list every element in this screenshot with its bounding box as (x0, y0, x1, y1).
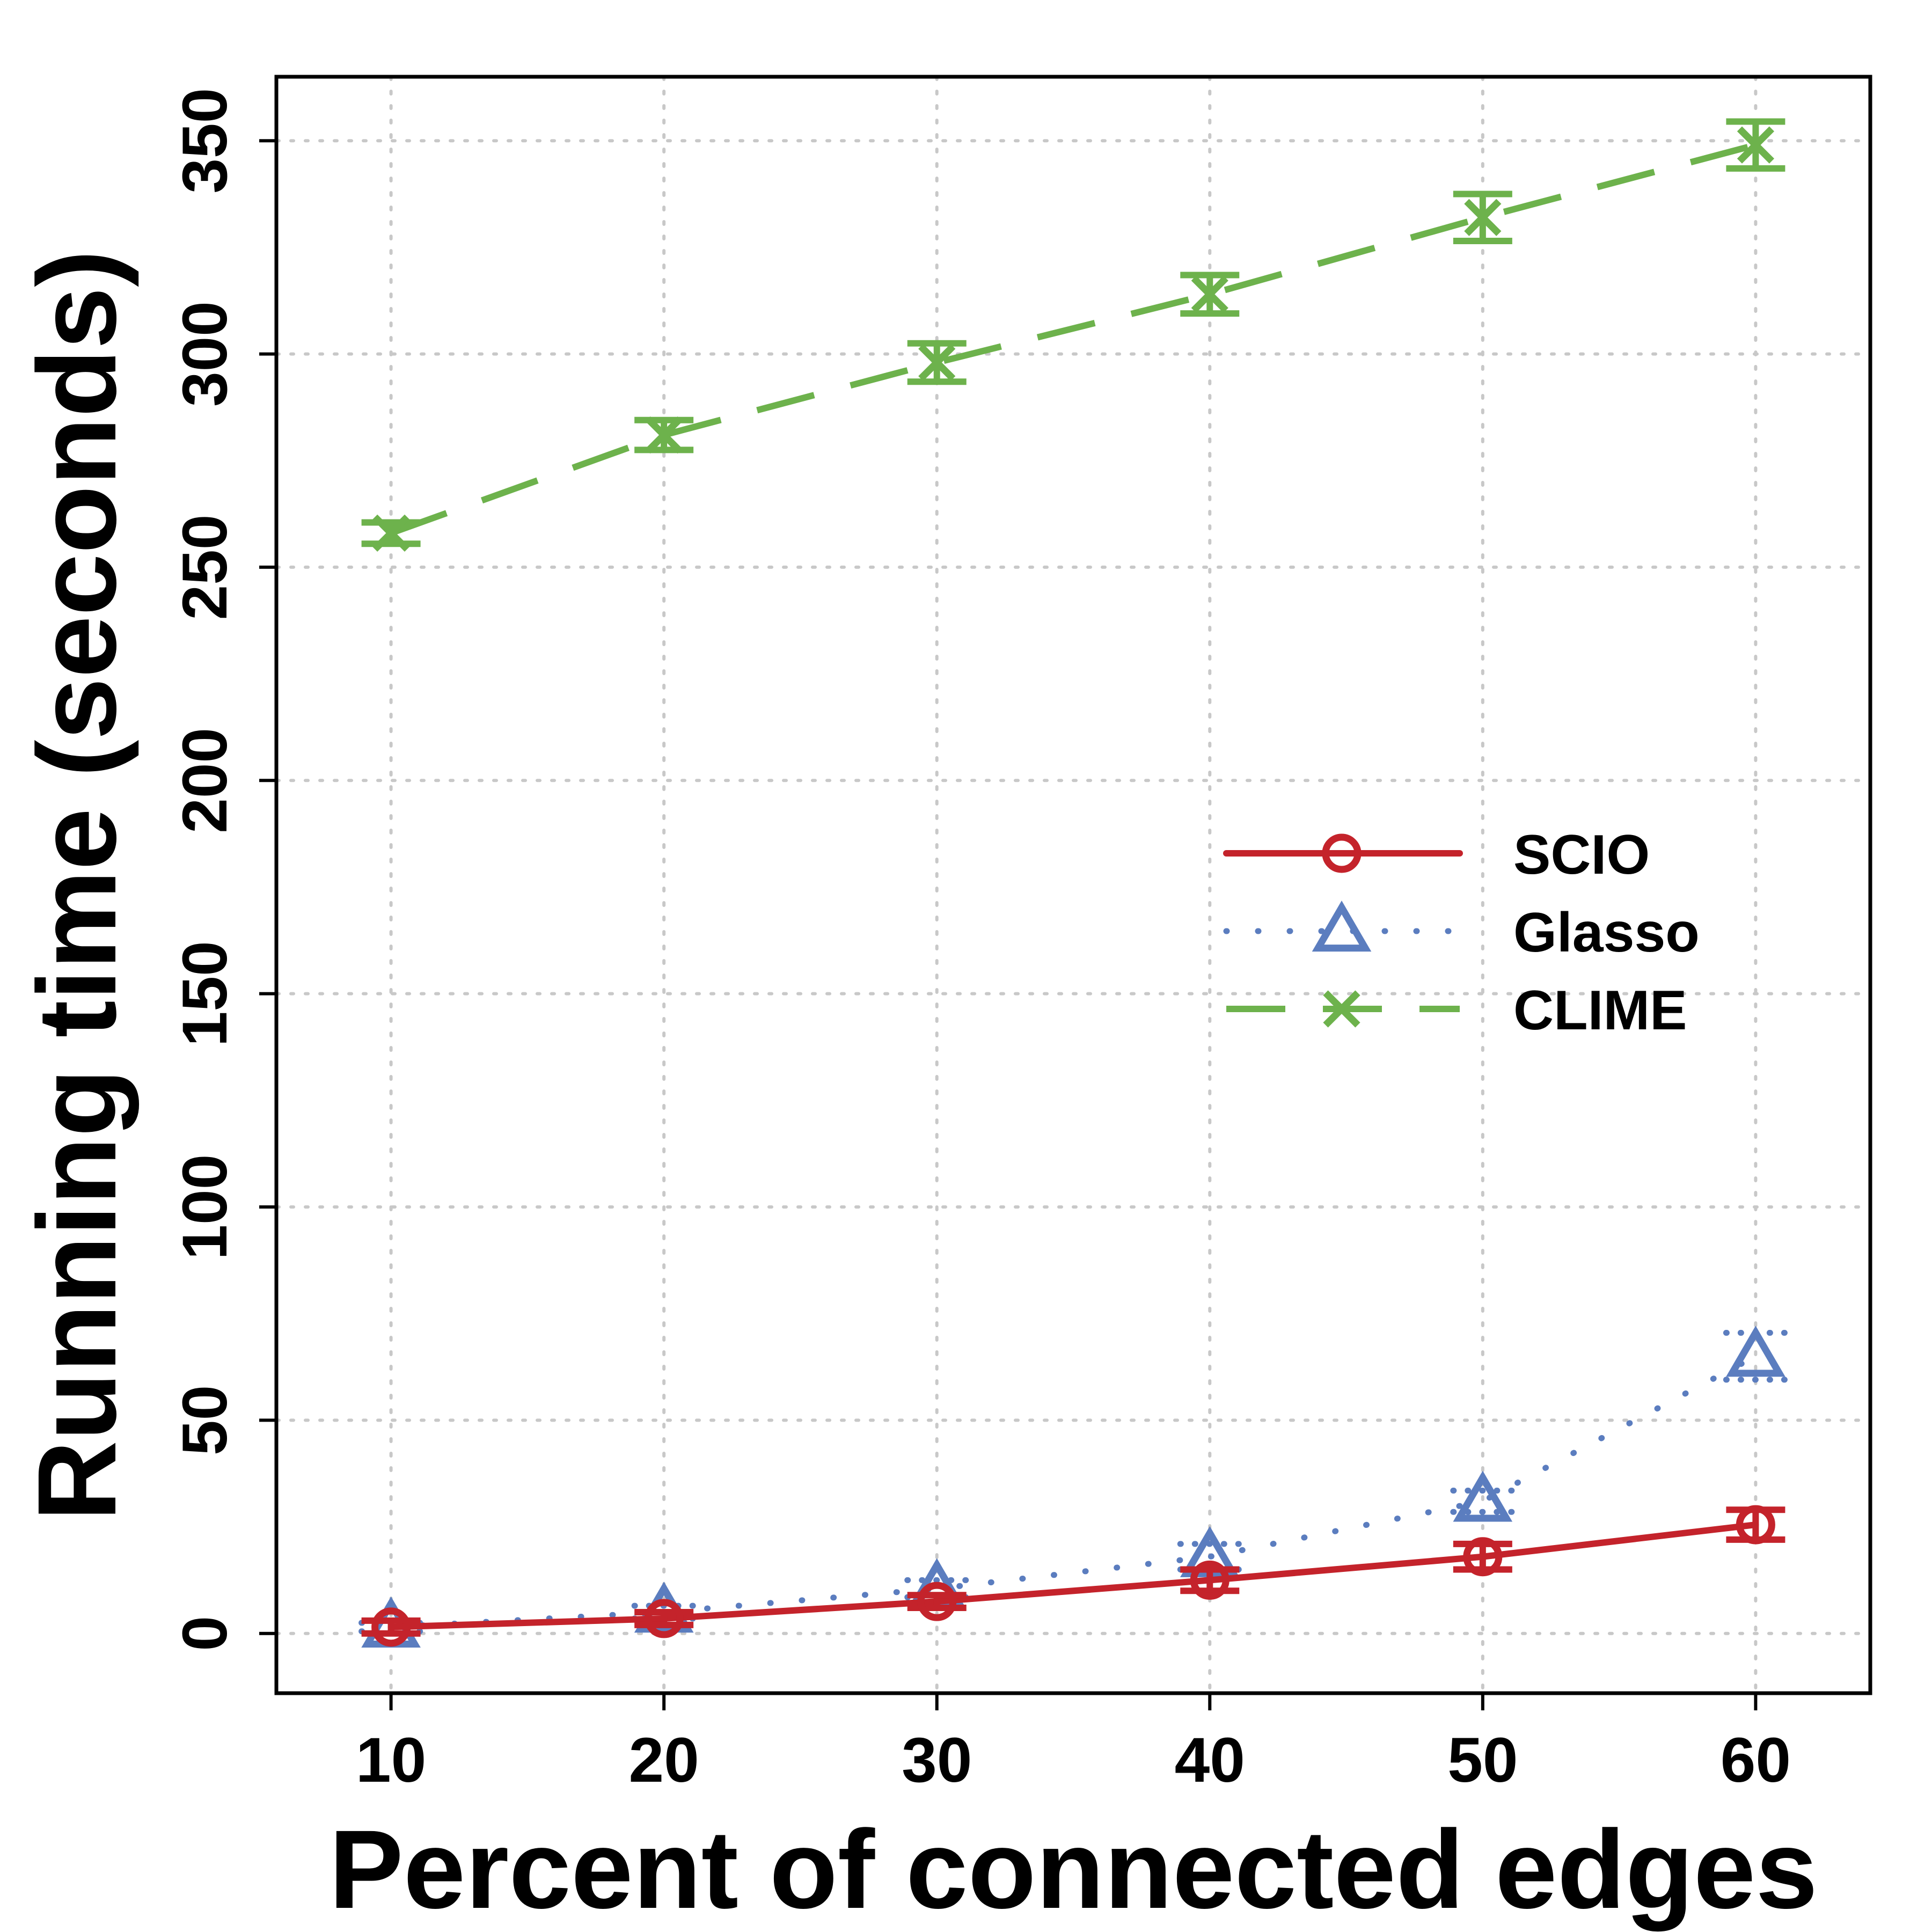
legend-item-scio: SCIO (1223, 824, 1650, 886)
grid-lines (275, 75, 1872, 1695)
data-point-clime (645, 416, 683, 454)
x-tick-label: 10 (356, 1725, 426, 1796)
y-tick-label: 150 (170, 941, 240, 1046)
error-bar (361, 1617, 421, 1637)
plot-frame (274, 75, 1872, 1695)
series-line-scio (387, 1521, 1759, 1630)
y-tick-label: 100 (170, 1154, 240, 1260)
series-scio (361, 1505, 1785, 1647)
legend-marker-glasso (1312, 901, 1372, 952)
data-point-clime (1191, 275, 1228, 313)
legend-label-clime: CLIME (1513, 979, 1687, 1042)
x-axis: 10 20 30 40 50 60 (356, 1693, 1791, 1796)
data-point-clime (1464, 199, 1502, 236)
data-point-scio (644, 1599, 684, 1638)
legend-marker-scio (1322, 833, 1362, 873)
x-tick-label: 20 (629, 1725, 699, 1796)
data-point-scio (1463, 1537, 1503, 1577)
x-tick-label: 60 (1721, 1725, 1791, 1796)
error-bar (1450, 1488, 1516, 1515)
data-point-scio (917, 1582, 957, 1621)
series-line-glasso (388, 1353, 1759, 1630)
y-axis-title: Running time (seconds) (15, 250, 140, 1521)
x-tick-label: 40 (1175, 1725, 1245, 1796)
series-glasso (358, 1326, 1788, 1648)
legend-label-scio: SCIO (1513, 824, 1650, 886)
y-axis: 0 50 100 150 200 250 300 350 (170, 88, 276, 1651)
data-point-clime (372, 514, 410, 552)
x-tick-label: 30 (902, 1725, 972, 1796)
y-tick-label: 250 (170, 514, 240, 620)
series-clime (361, 118, 1785, 552)
y-tick-label: 350 (170, 88, 240, 194)
legend-item-glasso: Glasso (1223, 901, 1700, 964)
legend: SCIO Glasso CLIME (1223, 824, 1700, 1042)
error-bar (634, 1609, 694, 1628)
data-point-scio (1736, 1505, 1775, 1545)
data-point-glasso (1453, 1470, 1513, 1522)
y-tick-label: 300 (170, 301, 240, 407)
series-layer (358, 118, 1788, 1648)
x-tick-label: 50 (1447, 1725, 1518, 1796)
data-point-glasso (1726, 1326, 1785, 1377)
x-axis-title: Percent of connected edges (329, 1807, 1818, 1932)
data-point-scio (1190, 1560, 1230, 1600)
legend-marker-clime (1323, 990, 1360, 1028)
data-point-scio (371, 1607, 411, 1647)
y-tick-label: 200 (170, 728, 240, 833)
y-tick-label: 50 (170, 1385, 240, 1455)
legend-label-glasso: Glasso (1513, 902, 1700, 964)
error-bar (1180, 1566, 1240, 1594)
legend-item-clime: CLIME (1226, 979, 1687, 1042)
data-point-clime (918, 343, 956, 382)
series-line-clime (390, 142, 1757, 536)
y-tick-label: 0 (170, 1616, 240, 1651)
error-bar (907, 1592, 967, 1612)
data-point-clime (1737, 126, 1774, 164)
